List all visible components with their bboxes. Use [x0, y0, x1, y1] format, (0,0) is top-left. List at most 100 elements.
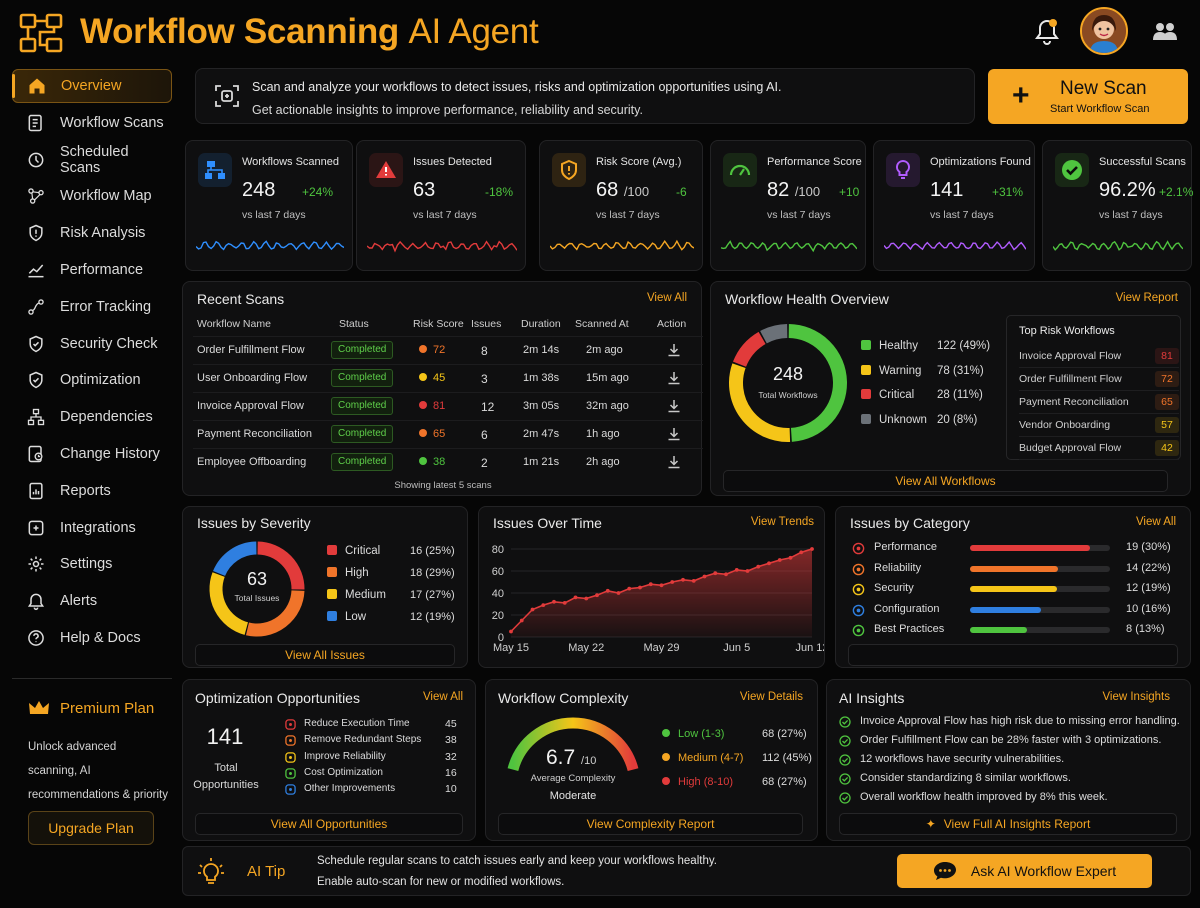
view-complexity-report-button[interactable]: View Complexity Report	[498, 813, 803, 835]
sidebar-item-settings[interactable]: Settings	[12, 547, 172, 581]
top-risk-row[interactable]: Order Fulfillment Flow 72	[1019, 369, 1179, 391]
severity-segment-low[interactable]	[213, 541, 257, 577]
data-point[interactable]	[541, 603, 546, 607]
intro-line-1: Scan and analyze your workflows to detec…	[252, 80, 782, 94]
data-point[interactable]	[767, 561, 771, 566]
data-point[interactable]	[584, 596, 589, 601]
download-icon[interactable]	[666, 454, 682, 470]
workflow-name[interactable]: Order Fulfillment Flow	[197, 344, 305, 356]
sidebar-item-optimization[interactable]: Optimization	[12, 363, 172, 397]
category-view-all-link[interactable]: View All	[1135, 516, 1176, 528]
data-point[interactable]	[552, 599, 556, 604]
sidebar-item-reports[interactable]: Reports	[12, 474, 172, 508]
sidebar-item-error-tracking[interactable]: Error Tracking	[12, 290, 172, 324]
download-icon[interactable]	[666, 398, 682, 414]
table-row[interactable]: Invoice Approval Flow Completed 81 12 3m 05s…	[193, 392, 703, 420]
table-row[interactable]: Order Fulfillment Flow Completed 72 8 2m 14s…	[193, 336, 703, 364]
sidebar-item-overview[interactable]: Overview	[12, 69, 172, 103]
sidebar-item-alerts[interactable]: Alerts	[12, 584, 172, 618]
sidebar-item-scheduled-scans[interactable]: Scheduled Scans	[12, 143, 172, 177]
top-risk-row[interactable]: Vendor Onboarding 57	[1019, 415, 1179, 437]
download-icon[interactable]	[666, 426, 682, 442]
team-users-icon[interactable]	[1152, 20, 1178, 42]
sidebar-item-change-history[interactable]: Change History	[12, 437, 172, 471]
download-icon[interactable]	[666, 370, 682, 386]
view-insights-link[interactable]: View Insights	[1102, 691, 1170, 703]
view-all-workflows-button[interactable]: View All Workflows	[723, 470, 1168, 492]
optimization-value: 38	[445, 734, 457, 747]
health-view-report-link[interactable]: View Report	[1115, 292, 1178, 304]
data-point[interactable]	[724, 572, 728, 577]
workflow-name[interactable]: Payment Reconciliation	[197, 428, 312, 440]
complexity-view-details-link[interactable]: View Details	[739, 691, 803, 703]
data-point[interactable]	[777, 558, 782, 562]
new-scan-button[interactable]: + New Scan Start Workflow Scan	[988, 69, 1188, 124]
data-point[interactable]	[810, 547, 814, 551]
data-point[interactable]	[788, 555, 793, 560]
data-point[interactable]	[616, 591, 621, 595]
severity-segment-critical[interactable]	[257, 541, 305, 590]
data-point[interactable]	[519, 618, 524, 623]
data-point[interactable]	[509, 629, 513, 634]
workflow-name[interactable]: User Onboarding Flow	[197, 372, 308, 384]
category-bar-fill	[970, 627, 1028, 633]
data-point[interactable]	[756, 564, 761, 569]
download-icon[interactable]	[666, 342, 682, 358]
data-point[interactable]	[562, 601, 567, 605]
data-point[interactable]	[670, 580, 675, 584]
ask-ai-expert-button[interactable]: Ask AI Workflow Expert	[897, 854, 1152, 888]
scanned-at: 1h ago	[586, 428, 620, 440]
workflow-name[interactable]: Employee Offboarding	[197, 456, 307, 468]
optimization-total: 141	[206, 724, 244, 749]
notifications-bell-icon[interactable]	[1034, 18, 1060, 46]
data-point[interactable]	[745, 569, 750, 573]
health-segment-critical[interactable]	[732, 331, 766, 368]
top-risk-row[interactable]: Invoice Approval Flow 81	[1019, 346, 1179, 368]
workflow-name[interactable]: Invoice Approval Flow	[197, 400, 304, 412]
upgrade-plan-button[interactable]: Upgrade Plan	[28, 811, 154, 845]
data-point[interactable]	[530, 607, 535, 612]
health-segment-warning[interactable]	[729, 363, 791, 442]
table-row[interactable]: Employee Offboarding Completed 38 2 1m 21s 2h…	[193, 448, 703, 476]
data-point[interactable]	[702, 574, 707, 579]
data-point[interactable]	[691, 579, 696, 583]
data-point[interactable]	[659, 583, 664, 588]
health-segment-unknown[interactable]	[760, 324, 788, 344]
view-all-opportunities-button[interactable]: View All Opportunities	[195, 813, 463, 835]
health-segment-healthy[interactable]	[788, 324, 847, 442]
category-label: Configuration	[874, 602, 940, 615]
data-point[interactable]	[713, 571, 718, 576]
view-trends-link[interactable]: View Trends	[750, 516, 814, 528]
recent-scans-view-all-link[interactable]: View All	[646, 292, 687, 304]
data-point[interactable]	[648, 582, 653, 587]
data-point[interactable]	[799, 550, 804, 555]
top-risk-row[interactable]: Budget Approval Flow 42	[1019, 438, 1179, 460]
table-row[interactable]: User Onboarding Flow Completed 45 3 1m 38s 15…	[193, 364, 703, 392]
top-risk-row[interactable]: Payment Reconciliation 65	[1019, 392, 1179, 414]
sidebar-item-workflow-map[interactable]: Workflow Map	[12, 179, 172, 213]
data-point[interactable]	[638, 585, 642, 590]
risk-score: 81	[419, 400, 445, 412]
sidebar-item-performance[interactable]: Performance	[12, 253, 172, 287]
sidebar-item-workflow-scans[interactable]: Workflow Scans	[12, 106, 172, 140]
data-point[interactable]	[627, 586, 632, 591]
data-point[interactable]	[573, 595, 578, 600]
data-point[interactable]	[681, 577, 685, 582]
sidebar-item-security-check[interactable]: Security Check	[12, 327, 172, 361]
stat-value: 63	[413, 179, 436, 201]
table-row[interactable]: Payment Reconciliation Completed 65 6 2m 47s…	[193, 420, 703, 448]
sidebar-item-integrations[interactable]: Integrations	[12, 511, 172, 545]
sidebar-item-help-docs[interactable]: Help & Docs	[12, 621, 172, 655]
view-full-insights-button[interactable]: ✦ View Full AI Insights Report	[839, 813, 1177, 835]
data-point[interactable]	[605, 588, 610, 593]
sidebar-item-risk-analysis[interactable]: Risk Analysis	[12, 216, 172, 250]
view-all-issues-button[interactable]: View All Issues	[195, 644, 455, 666]
data-point[interactable]	[734, 568, 739, 572]
risk-shield-icon	[26, 223, 46, 243]
severity-segment-medium[interactable]	[209, 572, 249, 635]
severity-segment-high[interactable]	[245, 590, 305, 637]
optimization-view-all-link[interactable]: View All	[422, 691, 463, 703]
sidebar-item-dependencies[interactable]: Dependencies	[12, 400, 172, 434]
data-point[interactable]	[595, 593, 599, 598]
user-avatar[interactable]	[1080, 7, 1128, 55]
